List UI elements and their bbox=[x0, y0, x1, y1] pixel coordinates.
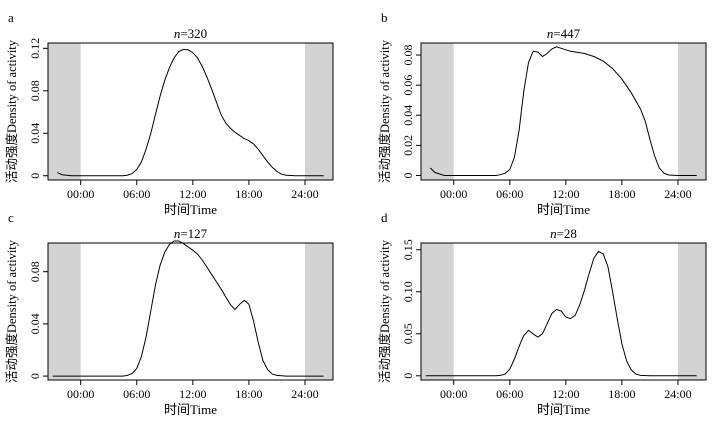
x-tick-label-a-3: 18:00 bbox=[235, 187, 262, 201]
panel-letter-c: c bbox=[8, 210, 14, 225]
y-tick-label-d-2: 0.10 bbox=[401, 281, 415, 302]
night-shade-b-1 bbox=[677, 43, 706, 180]
y-axis-title-c: 活动强度Density of activity bbox=[4, 239, 19, 383]
panel-b: 00:00 06:00 12:00 18:00 24:00 0 0.02 0.04 0.06 0.… bbox=[377, 10, 707, 217]
panel-title-n-c: n bbox=[174, 226, 181, 241]
panel-title-c: n=127 bbox=[174, 226, 208, 241]
night-shade-c-0 bbox=[48, 243, 81, 380]
y-axis-title-d: 活动强度Density of activity bbox=[377, 239, 392, 383]
x-tick-label-c-1: 06:00 bbox=[123, 387, 150, 401]
density-line-d bbox=[425, 250, 697, 377]
x-tick-label-d-0: 00:00 bbox=[440, 387, 467, 401]
x-tick-label-d-3: 18:00 bbox=[608, 387, 635, 401]
x-tick-label-d-4: 24:00 bbox=[664, 387, 691, 401]
y-tick-label-b-0: 0 bbox=[401, 172, 415, 178]
density-line-a bbox=[57, 48, 324, 177]
x-tick-label-d-1: 06:00 bbox=[496, 387, 523, 401]
panel-a: 00:00 06:00 12:00 18:00 24:00 0 0.04 0.08 0.12 a n… bbox=[4, 10, 334, 217]
y-tick-label-a-2: 0.08 bbox=[28, 80, 42, 101]
x-tick-label-b-4: 24:00 bbox=[664, 187, 691, 201]
panel-title-n-b: n bbox=[547, 26, 554, 41]
density-line-c bbox=[52, 240, 324, 377]
plot-frame-c bbox=[47, 242, 334, 381]
x-tick-label-b-3: 18:00 bbox=[608, 187, 635, 201]
y-tick-label-c-0: 0 bbox=[28, 373, 42, 379]
x-tick-label-b-1: 06:00 bbox=[496, 187, 523, 201]
panel-title-value-d: =28 bbox=[557, 226, 577, 241]
y-tick-label-a-3: 0.12 bbox=[28, 38, 42, 59]
plot-frame-a bbox=[47, 42, 334, 181]
x-tick-label-a-4: 24:00 bbox=[291, 187, 318, 201]
night-shade-a-0 bbox=[48, 43, 81, 180]
panel-title-value-c: =127 bbox=[180, 226, 207, 241]
y-tick-label-d-0: 0 bbox=[401, 373, 415, 379]
x-tick-label-c-4: 24:00 bbox=[291, 387, 318, 401]
panel-letter-d: d bbox=[381, 210, 388, 225]
x-tick-label-c-0: 00:00 bbox=[67, 387, 94, 401]
y-tick-label-b-2: 0.04 bbox=[401, 105, 415, 126]
x-tick-label-b-2: 12:00 bbox=[552, 187, 579, 201]
x-axis-title-b: 时间Time bbox=[537, 202, 590, 217]
panel-title-value-a: =320 bbox=[180, 26, 207, 41]
x-axis-title-c: 时间Time bbox=[164, 402, 217, 417]
x-axis-title-a: 时间Time bbox=[164, 202, 217, 217]
x-tick-label-c-3: 18:00 bbox=[235, 387, 262, 401]
y-tick-label-b-3: 0.06 bbox=[401, 75, 415, 96]
panel-title-b: n=447 bbox=[547, 26, 581, 41]
panel-d: 00:00 06:00 12:00 18:00 24:00 0 0.05 0.10 0.15 d n… bbox=[377, 210, 707, 417]
y-tick-label-c-2: 0.08 bbox=[28, 261, 42, 282]
y-tick-label-d-3: 0.15 bbox=[401, 239, 415, 260]
y-tick-label-b-1: 0.02 bbox=[401, 135, 415, 156]
panel-title-n-d: n bbox=[550, 226, 557, 241]
panel-letter-a: a bbox=[8, 10, 14, 25]
panel-c: 00:00 06:00 12:00 18:00 24:00 0 0.04 0.08 c n=127… bbox=[4, 210, 334, 417]
panel-title-value-b: =447 bbox=[553, 26, 580, 41]
night-shade-d-0 bbox=[421, 243, 454, 380]
plot-frame-d bbox=[420, 242, 707, 381]
x-tick-label-c-2: 12:00 bbox=[179, 387, 206, 401]
y-axis-title-a: 活动强度Density of activity bbox=[4, 39, 19, 183]
night-shade-c-1 bbox=[304, 243, 333, 380]
density-line-b bbox=[429, 46, 697, 176]
y-axis-title-b: 活动强度Density of activity bbox=[377, 39, 392, 183]
y-tick-label-c-1: 0.04 bbox=[28, 313, 42, 334]
x-tick-label-a-0: 00:00 bbox=[67, 187, 94, 201]
night-shade-b-0 bbox=[421, 43, 454, 180]
y-tick-label-a-0: 0 bbox=[28, 173, 42, 179]
panel-letter-b: b bbox=[381, 10, 388, 25]
x-tick-label-b-0: 00:00 bbox=[440, 187, 467, 201]
x-tick-label-a-1: 06:00 bbox=[123, 187, 150, 201]
y-tick-label-d-1: 0.05 bbox=[401, 323, 415, 344]
panel-title-a: n=320 bbox=[174, 26, 207, 41]
x-tick-label-a-2: 12:00 bbox=[179, 187, 206, 201]
panel-title-d: n=28 bbox=[550, 226, 577, 241]
x-tick-label-d-2: 12:00 bbox=[552, 387, 579, 401]
x-axis-title-d: 时间Time bbox=[537, 402, 590, 417]
night-shade-a-1 bbox=[304, 43, 333, 180]
plot-frame-b bbox=[420, 42, 707, 181]
y-tick-label-b-4: 0.08 bbox=[401, 45, 415, 66]
night-shade-d-1 bbox=[677, 243, 706, 380]
panel-title-n-a: n bbox=[174, 26, 181, 41]
y-tick-label-a-1: 0.04 bbox=[28, 123, 42, 144]
